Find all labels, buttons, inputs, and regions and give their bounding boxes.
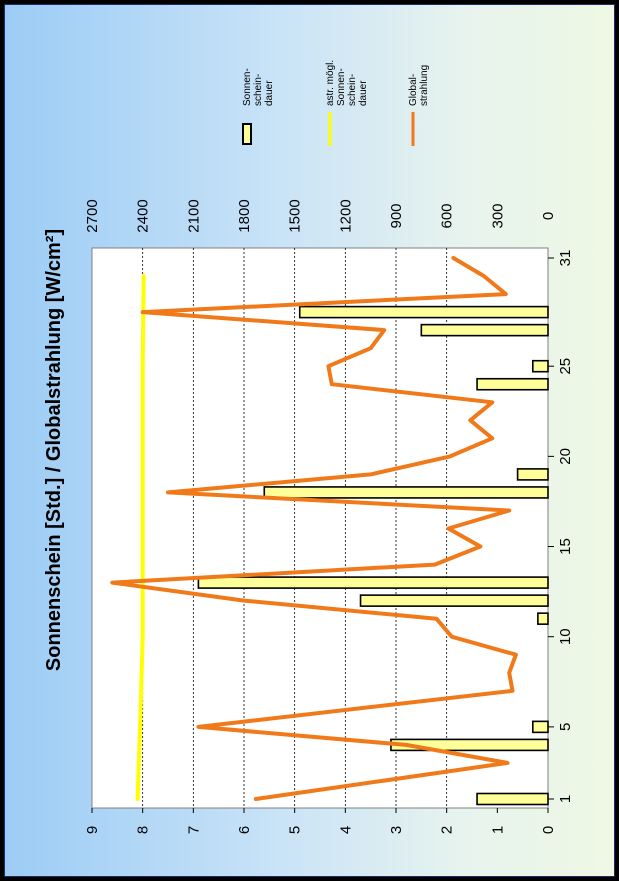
y-left-tick-label: 2 xyxy=(439,826,456,834)
y-right-tick-label: 1800 xyxy=(236,199,253,232)
x-tick-label: 5 xyxy=(557,723,574,731)
y-right-tick-label: 0 xyxy=(540,212,557,220)
y-left-tick-label: 4 xyxy=(337,826,354,834)
legend-label: Global- xyxy=(408,74,419,106)
legend-label: astr. mögl. xyxy=(325,60,336,106)
legend-label: Sonnen- xyxy=(336,68,347,106)
y-left-tick-label: 1 xyxy=(489,826,506,834)
legend-label: schein- xyxy=(253,74,264,106)
bar xyxy=(197,576,549,589)
bar xyxy=(263,486,549,499)
x-tick-label: 15 xyxy=(557,538,574,555)
y-right-tick-label: 300 xyxy=(489,203,506,228)
legend-swatch-bar xyxy=(242,123,252,145)
y-right-tick-label: 1200 xyxy=(337,199,354,232)
y-left-tick-label: 9 xyxy=(84,826,101,834)
y-left-tick-label: 0 xyxy=(540,826,557,834)
bar xyxy=(537,612,549,625)
y-left-tick-label: 5 xyxy=(287,826,304,834)
legend-label: dauer xyxy=(358,80,369,106)
legend-label: Sonnen- xyxy=(242,68,253,106)
bar xyxy=(531,359,549,373)
x-tick-label: 10 xyxy=(557,628,574,645)
bar xyxy=(516,468,549,481)
legend: Sonnen-schein-dauer astr. mögl. Sonnen-sch… xyxy=(242,60,430,146)
bar xyxy=(298,305,549,319)
x-tick-label: 20 xyxy=(557,448,574,465)
y-right-tick-label: 900 xyxy=(388,203,405,228)
y-right-tick-label: 600 xyxy=(439,203,456,228)
bar xyxy=(476,377,549,391)
y-right-tick-label: 2700 xyxy=(84,199,101,232)
chart-title: Sonnenschein [Std.] / Globalstrahlung [W… xyxy=(43,229,65,671)
bar xyxy=(359,594,549,607)
x-tick-label: 1 xyxy=(557,795,574,803)
globalstrahlung-line xyxy=(110,256,518,801)
legend-label: schein- xyxy=(347,74,358,106)
y-left-tick-label: 6 xyxy=(236,826,253,834)
y-right-tick-label: 2100 xyxy=(185,199,202,232)
y-right-tick-label: 2400 xyxy=(135,199,152,232)
x-tick-label: 25 xyxy=(557,358,574,375)
legend-label: strahlung xyxy=(419,65,430,106)
x-tick-label: 31 xyxy=(557,250,574,267)
y-left-tick-label: 8 xyxy=(135,826,152,834)
y-left-tick-label: 7 xyxy=(185,826,202,834)
bar xyxy=(476,792,549,806)
astr-sonnenscheindauer-line xyxy=(135,274,146,801)
y-left-tick-label: 3 xyxy=(388,826,405,834)
bar xyxy=(531,720,549,734)
legend-label: dauer xyxy=(264,80,275,106)
bar xyxy=(420,323,549,337)
y-right-tick-label: 1500 xyxy=(287,199,304,232)
